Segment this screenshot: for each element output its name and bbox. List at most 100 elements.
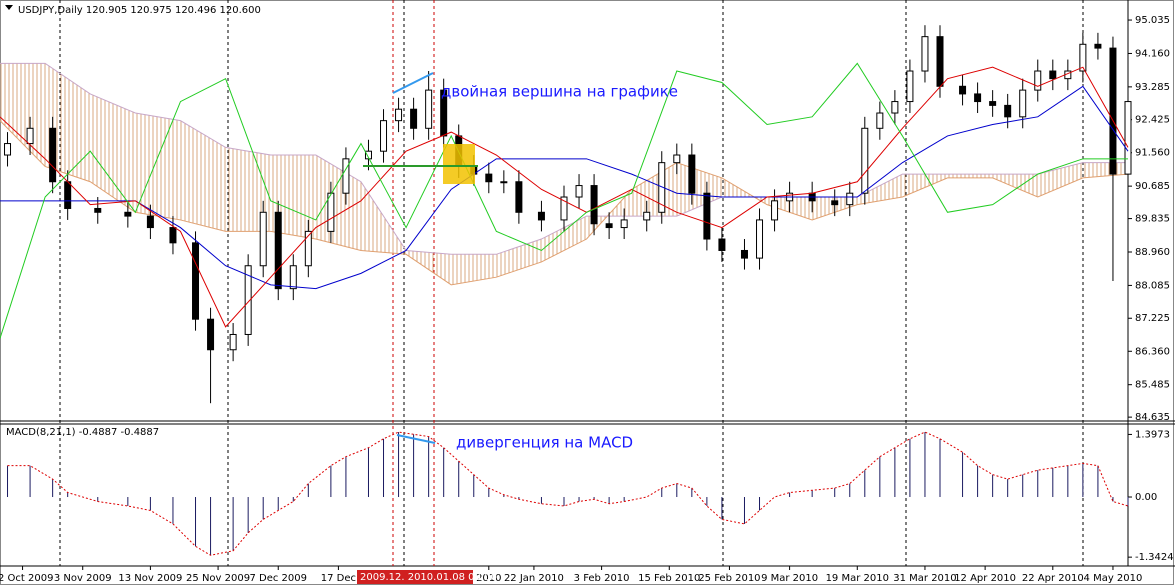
y-tick-label: -1.3424 [1135, 552, 1174, 563]
cursor-label: 2009.12. 2010.01.08 00:00 [360, 572, 497, 583]
candle-body [906, 70, 914, 103]
x-tick-label: 25 Nov 2009 [186, 573, 250, 584]
y-tick-label: 87.225 [1135, 313, 1170, 324]
candle-body [1109, 47, 1117, 175]
candle-body [658, 162, 666, 213]
cursor-label-bg [357, 570, 473, 584]
macd-trendline [396, 434, 436, 444]
candle-body [605, 223, 613, 229]
x-tick-label: 15 Feb 2010 [638, 573, 700, 584]
candle-body [974, 93, 982, 103]
candle-body [831, 200, 839, 206]
candle-body [891, 101, 899, 114]
candle-body [124, 211, 132, 217]
candle-body [1034, 70, 1042, 91]
candle-body [500, 181, 508, 184]
indicator-line [0, 66, 1129, 328]
candle-body [289, 265, 297, 290]
senkou-span [0, 120, 1129, 286]
y-tick-label: 90.685 [1135, 181, 1170, 192]
indicator-line [0, 62, 1128, 339]
candle-body [244, 265, 252, 335]
candle-body [515, 181, 523, 213]
candle-body [1049, 70, 1057, 80]
annotation: дивергенция на MACD [456, 434, 633, 452]
candle-body [146, 215, 154, 229]
candle-body [560, 196, 568, 221]
candle-body [169, 227, 177, 244]
x-tick-label: 4 May 2010 [1084, 573, 1143, 584]
candle-body [94, 207, 102, 213]
candle-body [936, 36, 944, 87]
y-tick-label: 84.635 [1135, 412, 1170, 423]
candle-body [364, 150, 372, 160]
candle-body [673, 154, 681, 164]
y-tick-label: 0.00 [1135, 492, 1157, 503]
macd-header: MACD(8,21,1) -0.4887 -0.4887 [6, 427, 159, 438]
candle-body [643, 211, 651, 221]
macd-signal [7, 431, 1129, 556]
y-tick-label: 88.085 [1135, 280, 1170, 291]
candle-body [26, 127, 34, 145]
candle-body [921, 36, 929, 72]
candle-body [771, 200, 779, 221]
candle-body [4, 143, 12, 156]
candle-body [1124, 101, 1132, 175]
candle-body [327, 192, 335, 232]
candle-body [846, 192, 854, 206]
candle-body [425, 89, 433, 129]
x-tick-label: 19 Mar 2010 [826, 573, 889, 584]
candle-body [703, 192, 711, 240]
y-tick-label: 85.485 [1135, 380, 1170, 391]
candle-body [395, 108, 403, 122]
x-tick-label: 12 Apr 2010 [954, 573, 1016, 584]
candle-body [380, 120, 388, 152]
x-tick-label: 2010 [476, 573, 501, 584]
candle-body [304, 230, 312, 267]
candle-body [756, 219, 764, 259]
y-tick-label: 95.035 [1135, 15, 1170, 26]
candle-body [590, 185, 598, 225]
x-tick-label: 9 Mar 2010 [761, 573, 818, 584]
candle-body [537, 211, 545, 221]
candle-body [959, 85, 967, 95]
x-tick-label: 25 Feb 2010 [698, 573, 760, 584]
x-tick-label: 22 Oct 2009 [0, 573, 53, 584]
y-tick-label: 92.425 [1135, 115, 1170, 126]
y-tick-label: 86.360 [1135, 346, 1170, 357]
top-trendline [392, 72, 434, 94]
candle-body [259, 211, 267, 267]
x-tick-label: 22 Apr 2010 [1022, 573, 1084, 584]
candle-body [575, 185, 583, 198]
y-tick-label: 89.835 [1135, 214, 1170, 225]
candle-body [440, 89, 448, 137]
candle-body [989, 101, 997, 106]
candle-body [342, 158, 350, 194]
x-tick-label: 31 Mar 2010 [893, 573, 956, 584]
candle-body [620, 219, 628, 229]
annotation: двойная вершина на графике [441, 83, 678, 101]
x-tick-label: 13 Nov 2009 [118, 573, 182, 584]
candle-body [192, 242, 200, 320]
highlight-box [443, 144, 475, 184]
candle-body [1079, 43, 1087, 72]
candle-body [1004, 104, 1012, 118]
candle-body [876, 112, 884, 129]
candle-body [49, 127, 57, 183]
period-separators [59, 0, 1084, 566]
candle-body [718, 238, 726, 251]
x-tick-label: 3 Nov 2009 [54, 573, 112, 584]
y-tick-label: 88.960 [1135, 247, 1170, 258]
candle-body [410, 108, 418, 129]
ichimoku-cloud [0, 63, 1128, 285]
y-tick-label: 1.3973 [1135, 429, 1170, 440]
candle-body [64, 181, 72, 209]
y-tick-label: 91.560 [1135, 148, 1170, 159]
y-tick-label: 93.285 [1135, 82, 1170, 93]
y-tick-label: 94.160 [1135, 48, 1170, 59]
x-tick-label: 17 Dec [321, 573, 356, 584]
candle-body [229, 333, 237, 351]
x-tick-label: 7 Dec 2009 [249, 573, 307, 584]
